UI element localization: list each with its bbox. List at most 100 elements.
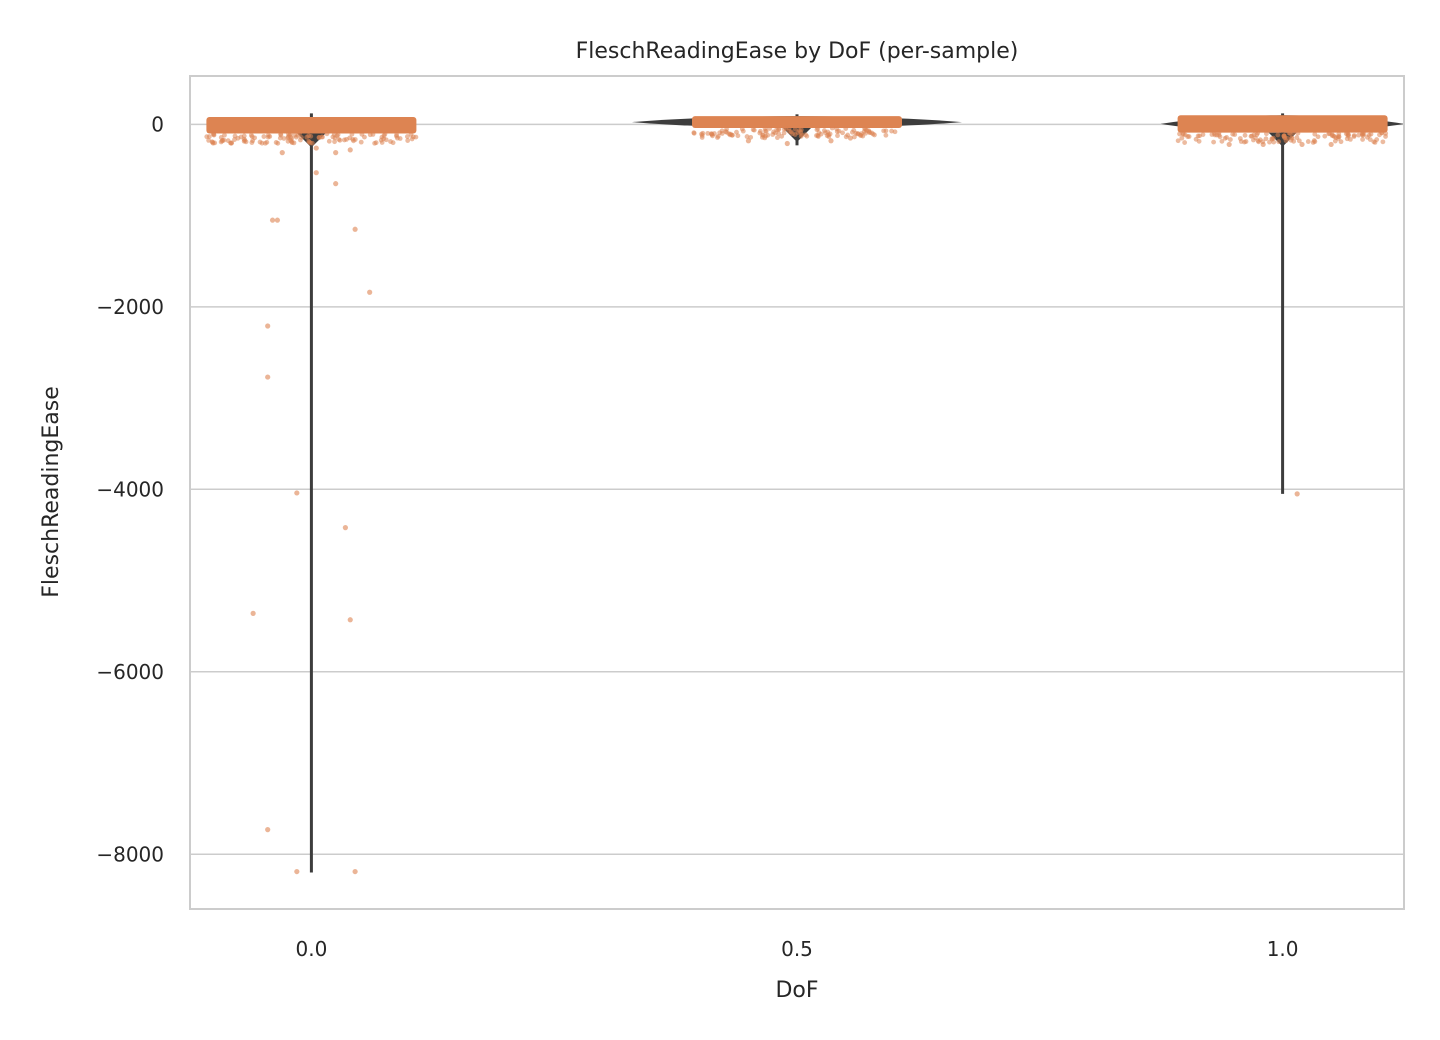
x-axis-label: DoF [775,978,818,1003]
strip-point [347,617,353,623]
violin-taper [1268,132,1297,147]
strip-point [265,827,271,833]
strip-point [847,135,854,141]
strip-point [291,140,297,146]
strip-point [864,127,870,133]
x-tick-label: 0.0 [295,937,327,961]
strip-point [705,130,711,136]
strip-point [1214,132,1220,138]
strip-point [1338,139,1344,145]
strip-point [1242,139,1247,145]
strip-point [1256,139,1262,145]
strip-point [1179,135,1185,141]
strip-point [273,140,279,145]
strip-point [349,131,355,137]
strip-point [324,131,330,137]
x-tick-labels: 0.0 0.5 1.0 [295,937,1298,961]
strip-point [1345,133,1351,139]
strip-point [279,150,285,156]
strip-point [1197,133,1202,139]
strip-point [367,289,373,295]
strip-point [211,132,217,138]
strip-point [784,140,790,147]
strip-point [331,132,337,137]
y-axis-label: FleschReadingEase [39,386,64,597]
strip-point [1312,131,1318,137]
strip-point [332,139,337,145]
strip-point [394,135,400,141]
plot-frame [189,75,1405,910]
strip-point [333,150,339,156]
strip-point [803,132,809,138]
strip-point [1219,138,1225,144]
strip-point [388,139,393,144]
strip-point [379,140,385,145]
strip-point [1360,130,1366,136]
strip-point [709,132,715,138]
strip-point [262,140,268,146]
strip-point [232,137,237,142]
strip-point [771,129,777,135]
strip-point [1227,137,1233,142]
strip-point [221,137,227,143]
strip-point [775,135,780,141]
strip-point [1255,130,1261,136]
strip-point [1182,140,1188,145]
strip-point [1186,134,1192,139]
strip-point [724,126,729,132]
strip-point [1310,140,1316,145]
strip-point [840,130,845,136]
strip-point [1371,139,1377,145]
strip-point [792,126,798,132]
strip-point [776,127,781,133]
strip-point [1175,138,1181,144]
y-tick-label: −2000 [96,295,164,319]
strip-point [274,217,281,223]
strip-point [798,133,804,139]
strip-point [762,135,768,141]
strip-point [1263,136,1269,142]
strip-point [1287,131,1293,136]
strip-point [381,136,387,142]
strip-point [313,170,319,176]
strip-point [781,130,787,136]
strip-point [298,135,304,140]
strip-point [740,128,746,134]
strip-point [851,134,857,140]
strip-point [1383,131,1389,136]
strip-point [281,136,287,141]
strip-point [1242,132,1248,138]
strip-point [319,134,325,140]
strip-point [883,132,889,138]
x-tick-label: 1.0 [1267,937,1299,961]
strip-point [1296,138,1302,144]
strip-point [1294,135,1300,140]
strip-point [1368,131,1374,137]
strip-point [1356,132,1362,138]
strip-point [767,126,773,131]
strip-point [829,125,835,131]
strip-point [347,147,353,153]
strip-point [261,134,267,139]
y-tick-labels: 0 −2000 −4000 −6000 −8000 [96,112,164,866]
strip-point [715,135,720,140]
strip-point [758,128,763,134]
strip-point [872,132,877,138]
strip-points-bulk [206,117,417,134]
strip-point [1315,134,1321,140]
strip-point [352,868,358,875]
strip-points [204,115,1389,875]
strip-point [843,126,849,132]
strip-point [278,132,284,138]
strip-point [835,133,840,139]
strip-point [1226,141,1232,148]
strip-point [228,140,233,146]
strip-point [1360,137,1365,142]
strip-point [1275,132,1281,138]
strip-point [1367,137,1373,143]
x-tick-label: 0.5 [781,937,813,961]
strip-point [1305,139,1311,144]
chart-title: FleschReadingEase by DoF (per-sample) [576,39,1019,64]
strip-point [410,134,416,140]
